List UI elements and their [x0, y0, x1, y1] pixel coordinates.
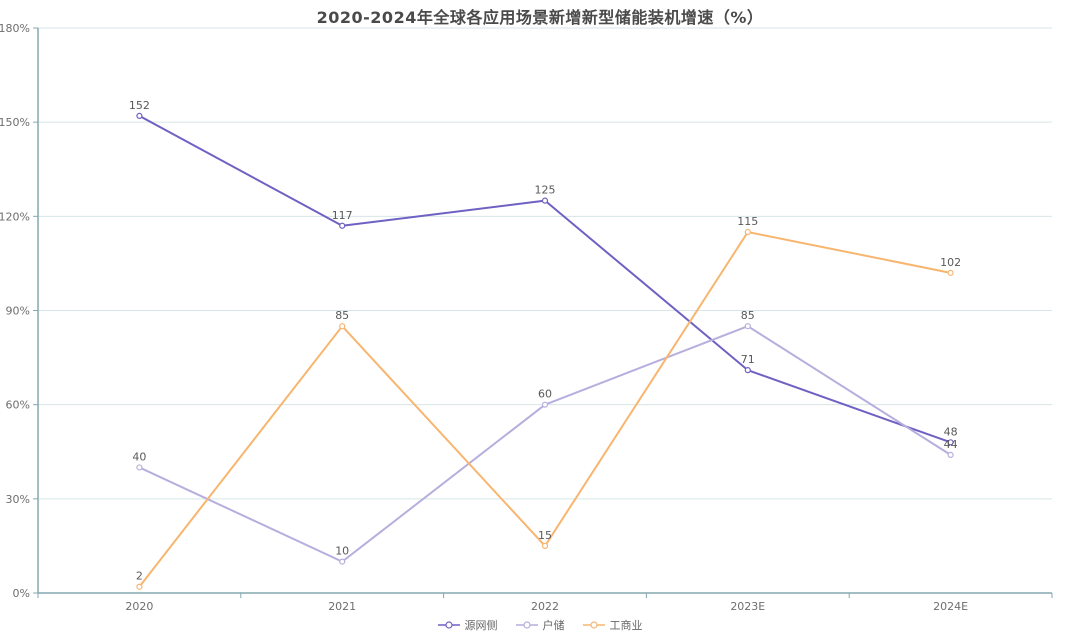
legend-line-marker-icon	[437, 621, 460, 629]
data-point-marker[interactable]	[744, 323, 751, 330]
data-label: 15	[538, 529, 552, 542]
legend-label: 工商业	[609, 619, 643, 632]
data-label: 85	[741, 309, 755, 322]
data-point-marker[interactable]	[947, 269, 954, 276]
data-label: 48	[944, 425, 958, 438]
x-tick-label: 2023E	[730, 600, 765, 613]
y-tick-label: 120%	[0, 210, 30, 223]
data-point-marker[interactable]	[136, 464, 143, 471]
legend-line-marker-icon	[515, 621, 538, 629]
data-label: 152	[129, 99, 150, 112]
data-point-marker[interactable]	[744, 367, 751, 374]
y-tick-label: 90%	[6, 305, 30, 318]
data-point-marker[interactable]	[136, 583, 143, 590]
x-tick-label: 2020	[125, 600, 153, 613]
chart-legend: 源网侧 户储 工商业	[0, 617, 1080, 633]
legend-item[interactable]: 户储	[515, 617, 565, 633]
data-label: 10	[335, 545, 349, 558]
legend-item[interactable]: 工商业	[582, 617, 643, 633]
y-tick-label: 0%	[13, 587, 30, 600]
data-label: 71	[741, 353, 755, 366]
data-point-marker[interactable]	[541, 197, 549, 204]
data-point-marker[interactable]	[339, 323, 346, 330]
legend-label: 户储	[542, 619, 565, 632]
legend-item[interactable]: 源网侧	[437, 617, 498, 633]
x-tick-label: 2021	[328, 600, 356, 613]
y-tick-label: 150%	[0, 116, 30, 129]
legend-line-marker-icon	[582, 621, 605, 629]
data-label: 2	[136, 570, 143, 583]
series-line	[138, 325, 952, 563]
y-tick-label: 180%	[0, 22, 30, 35]
x-tick-label: 2022	[531, 600, 559, 613]
data-point-marker[interactable]	[947, 439, 954, 446]
data-point-marker[interactable]	[136, 112, 143, 119]
data-label: 44	[944, 438, 958, 451]
data-point-marker[interactable]	[744, 228, 751, 236]
y-tick-label: 30%	[6, 493, 30, 506]
legend-label: 源网侧	[464, 619, 498, 632]
data-label: 40	[132, 450, 146, 463]
y-tick-label: 60%	[6, 399, 30, 412]
data-label: 117	[332, 209, 353, 222]
x-tick-label: 2024E	[933, 600, 968, 613]
data-label: 60	[538, 388, 552, 401]
data-point-marker[interactable]	[339, 558, 346, 565]
data-point-marker[interactable]	[339, 222, 346, 229]
data-point-marker[interactable]	[947, 451, 954, 458]
data-label: 85	[335, 309, 349, 322]
data-label: 102	[940, 256, 961, 269]
data-point-marker[interactable]	[541, 542, 549, 550]
chart-title: 2020-2024年全球各应用场景新增新型储能装机增速（%）	[316, 8, 764, 27]
data-point-marker[interactable]	[541, 401, 549, 408]
data-label: 125	[535, 184, 556, 197]
data-label: 115	[737, 215, 758, 228]
